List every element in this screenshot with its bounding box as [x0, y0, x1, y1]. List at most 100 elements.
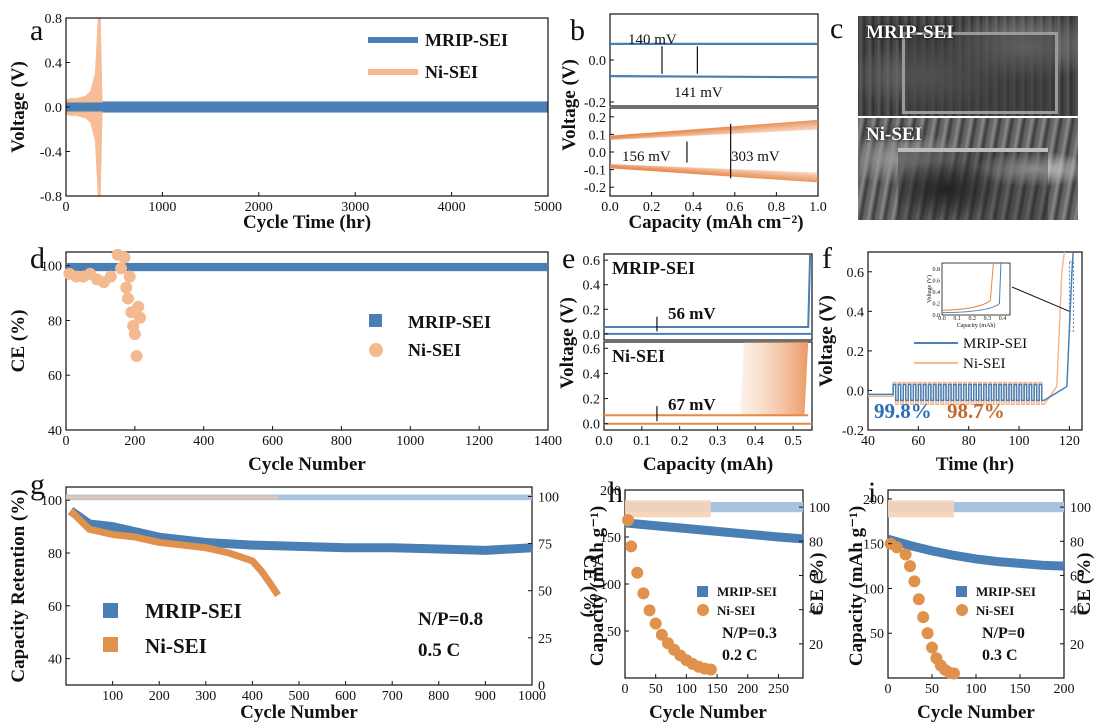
y-axis-label-d: CE (%): [8, 310, 29, 373]
e-xtick-label-1: 0.1: [633, 434, 651, 449]
panel-c: c: [830, 12, 843, 45]
data-point-ni-i-3: [904, 560, 916, 573]
i-xtick-label-4: 200: [1054, 682, 1075, 697]
y2-axis-label-g: CE (%): [579, 555, 600, 618]
inset-y-label-f: Voltage (V): [926, 275, 933, 303]
g-ytick-label-1: 80: [48, 547, 62, 562]
data-point-ni-h-2: [631, 566, 644, 579]
x-ticks-e: 0.0 0.1 0.2 0.3 0.4 0.5: [595, 426, 802, 449]
series-line-ni-b-stripping-9: [609, 167, 819, 183]
h-ytick-label-2: 100: [600, 578, 621, 593]
panel-g: g 100 200 300 400 500 600 700 800 900 1000 100806…: [8, 468, 600, 723]
series-fill-ni-e: [740, 342, 809, 416]
legend-label-mrip-i: MRIP-SEI: [976, 584, 1036, 599]
d-ytick-label-0: 100: [41, 260, 62, 275]
data-point-ni-i-2: [899, 548, 912, 561]
annotation-b-303mv: 303 mV: [731, 149, 780, 165]
inset-ytick-label-4: 0.0: [933, 313, 941, 319]
i2-ytick-label-4: 20: [1070, 638, 1084, 653]
g-xtick-label-1: 200: [149, 689, 170, 704]
e-xtick-label-2: 0.2: [671, 434, 689, 449]
b-bottom-ytick-label-0: 0.2: [589, 111, 607, 126]
panel-letter-d: d: [30, 242, 45, 275]
h-ytick-label-1: 150: [600, 531, 621, 546]
series-band-ce-mrip-g: [66, 494, 532, 501]
panel-i: i 0 50 100 150 200 200 150 100 50 100 80 60 40 20 C…: [846, 476, 1095, 723]
data-point-ni-i-7: [921, 627, 934, 640]
d-xtick-label-3: 600: [262, 434, 283, 449]
g2-ytick-label-4: 0: [538, 679, 545, 694]
legend-label-mrip-h: MRIP-SEI: [717, 584, 777, 599]
legend-marker-mrip-g: [103, 603, 118, 618]
panel-letter-h: h: [608, 476, 623, 509]
y-axis-label-e: Voltage (V): [557, 297, 578, 389]
g-xtick-label-0: 100: [102, 689, 123, 704]
data-point-ni-i-5: [912, 593, 925, 606]
e-bottom-ytick-label-0: 0.6: [583, 342, 601, 357]
data-point-ni-i-8: [926, 641, 938, 654]
x-axis-label-d: Cycle Number: [248, 454, 366, 475]
e-bottom-ytick-label-1: 0.4: [583, 367, 601, 382]
plot-frame-e-bottom: [603, 341, 813, 431]
inset-ytick-label-2: 0.4: [933, 290, 941, 296]
annotation-b-140mv: 140 mV: [628, 32, 677, 48]
series-band-ce-ni-h: [625, 500, 711, 518]
a-xtick-label-0: 0: [63, 200, 70, 215]
annotation-f-mrip-ce: 99.8%: [874, 399, 932, 423]
sem-label-mrip: MRIP-SEI: [866, 22, 954, 43]
panel-letter-a: a: [30, 14, 43, 47]
legend-marker-mrip-h: [697, 586, 708, 597]
b-xtick-label-5: 1.0: [809, 200, 827, 215]
legend-label-ni-d: Ni-SEI: [408, 340, 461, 360]
h-ytick-label-0: 200: [600, 484, 621, 499]
x-ticks-d: 0 200 400 600 800 1000 1200 1400: [63, 426, 562, 449]
panel-d: d 0 200 400 600 800 1000 1200 1400 100 80 60 40 Cy…: [8, 242, 562, 475]
annotation-g-rate: 0.5 C: [418, 640, 460, 661]
plot-frame-e-top: [603, 253, 813, 341]
series-band-ce-mrip-i: [888, 501, 1064, 513]
series-line-ni-b-plating-0: [609, 128, 819, 141]
sem-image-ni: Ni-SEI: [858, 118, 1078, 220]
a-ytick-label-3: -0.4: [40, 146, 62, 161]
inset-ticks-f: 0.0 0.1 0.2 0.3 0.4 0.8 0.6 0.4 0.2 0.0: [933, 267, 1007, 322]
f-ytick-label-2: 0.2: [847, 345, 865, 360]
annotation-h-np: N/P=0.3: [722, 625, 777, 642]
x-axis-label-a: Cycle Time (hr): [243, 212, 371, 233]
plot-area-h: [622, 500, 804, 676]
i-xtick-label-3: 150: [1010, 682, 1031, 697]
d-xtick-label-0: 0: [63, 434, 70, 449]
inset-xtick-label-4: 0.4: [999, 316, 1007, 322]
y2-ticks-h: 100 80 60 40 20: [799, 501, 830, 653]
plot-area-d: [63, 248, 548, 363]
a-xtick-label-5: 5000: [534, 200, 562, 215]
series-band-ce-ni-i: [888, 500, 954, 518]
inset-series-mrip-f: [941, 262, 1002, 314]
legend-marker-mrip-i: [956, 586, 967, 597]
a-xtick-label-1: 1000: [148, 200, 176, 215]
b-xtick-label-4: 0.8: [768, 200, 786, 215]
b-xtick-label-2: 0.4: [684, 200, 702, 215]
h-xtick-label-1: 50: [649, 682, 663, 697]
y-ticks-i: 200 150 100 50: [863, 493, 892, 642]
e-bottom-ytick-label-3: 0.0: [583, 418, 601, 433]
e-xtick-label-5: 0.5: [784, 434, 802, 449]
g-xtick-label-4: 500: [289, 689, 310, 704]
legend-marker-ni-g: [103, 637, 118, 652]
h-xtick-label-5: 250: [768, 682, 789, 697]
data-point-ni-h-0: [622, 514, 635, 527]
series-band-mrip-d: [66, 262, 548, 272]
g-ytick-label-3: 40: [48, 653, 62, 668]
i-ytick-label-0: 200: [863, 493, 884, 508]
annotation-b-156mv: 156 mV: [622, 149, 671, 165]
sem-image-mrip: MRIP-SEI: [858, 16, 1078, 116]
data-point-ni-h-6: [655, 628, 668, 641]
label-e-mrip: MRIP-SEI: [612, 258, 695, 278]
data-point-ni-d-9: [118, 251, 131, 264]
y-axis-label-i: Capacity (mAh g⁻¹): [846, 506, 867, 666]
h2-ytick-label-0: 100: [809, 501, 830, 516]
x-ticks-b: 0.0 0.2 0.4 0.6 0.8 1.0: [601, 192, 827, 215]
g-xtick-label-2: 300: [195, 689, 216, 704]
a-ytick-label-1: 0.4: [45, 57, 63, 72]
series-band-ce-mrip-h: [625, 501, 803, 513]
inset-plot-f: [941, 262, 1002, 314]
